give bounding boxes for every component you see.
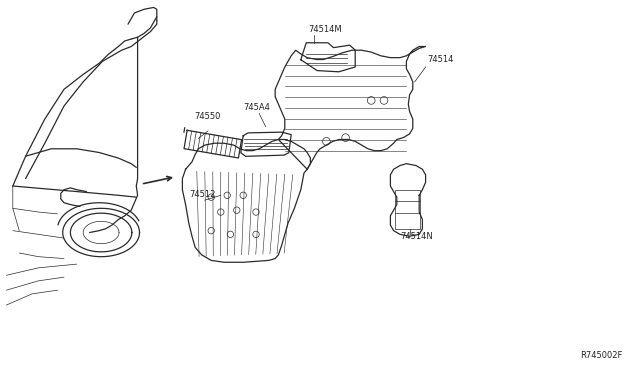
Text: 74514N: 74514N [400, 232, 433, 241]
Text: 745A4: 745A4 [243, 103, 270, 112]
Text: 74550: 74550 [194, 112, 220, 121]
Text: 74512: 74512 [189, 190, 215, 199]
Text: 74514M: 74514M [308, 25, 342, 34]
Bar [395, 190, 420, 229]
Text: R745002F: R745002F [580, 351, 622, 360]
Text: 74514: 74514 [428, 55, 454, 64]
